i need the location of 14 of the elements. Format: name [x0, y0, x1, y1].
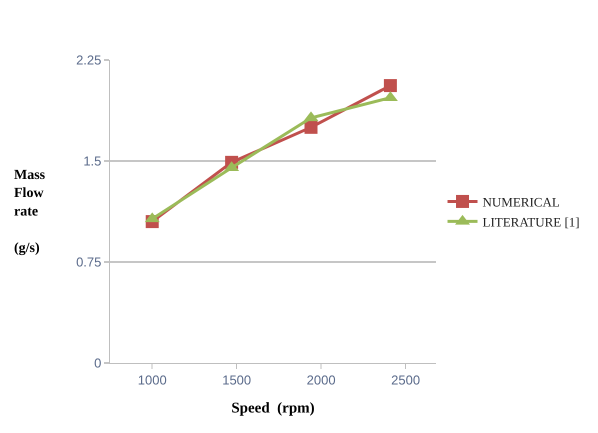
x-tick-label: 2500 — [391, 372, 420, 388]
y-tick-label: 0.75 — [76, 254, 102, 270]
text: Mass Flow rate (g/s) — [14, 168, 46, 256]
point — [384, 79, 397, 92]
x-tick-label: 1000 — [138, 372, 167, 388]
legend-label: LITERATURE [1] — [482, 214, 580, 230]
x-tick-label: 1500 — [222, 372, 252, 388]
y-tick-label: 2.25 — [76, 52, 102, 68]
y-tick-label: 0 — [94, 356, 102, 371]
x-tick-label: 2000 — [306, 372, 336, 388]
y-tick-label: 1.5 — [83, 154, 102, 169]
legend-label: NUMERICAL — [482, 194, 560, 210]
x-axis-title: Speed (rpm) — [231, 400, 315, 417]
point — [304, 120, 318, 134]
